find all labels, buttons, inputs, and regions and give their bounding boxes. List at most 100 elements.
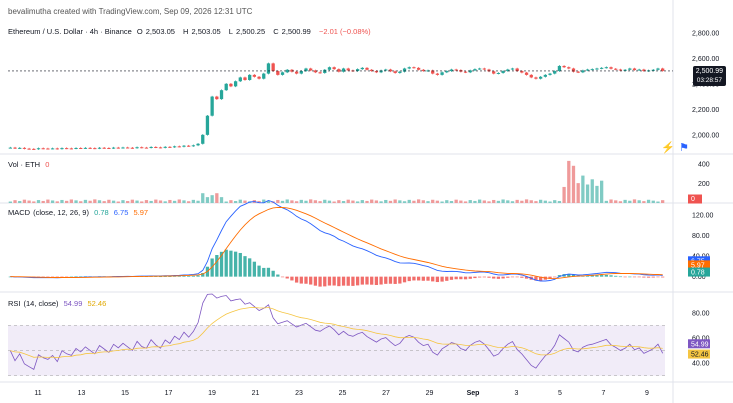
macd-hist-bar	[501, 276, 505, 279]
lightning-icon[interactable]: ⚡	[661, 142, 676, 154]
volume-bar	[130, 199, 135, 203]
macd-hist-bar	[604, 274, 608, 277]
candle-body	[215, 96, 219, 100]
macd-hist-bar	[196, 275, 200, 277]
volume-bar	[304, 200, 308, 203]
volume-bar	[557, 201, 562, 203]
macd-hist-bar	[327, 276, 332, 286]
volume-bar	[154, 199, 158, 203]
volume-bar	[210, 195, 214, 203]
macd-hist-bar	[468, 276, 472, 279]
macd-hist-bar	[585, 275, 590, 277]
volume-value: 0	[45, 160, 50, 169]
candle-body	[412, 67, 416, 69]
macd-hist-bar	[416, 276, 421, 281]
volume-bar	[219, 197, 224, 203]
candle-body	[238, 77, 242, 82]
x-tick-label: 11	[34, 390, 41, 397]
candle-body	[8, 147, 12, 149]
volume-bar	[510, 201, 515, 203]
volume-bar	[459, 200, 463, 203]
candle-body	[468, 70, 472, 73]
macd-hist-bar	[271, 270, 275, 277]
candle-body	[121, 147, 125, 149]
volume-bar	[323, 199, 327, 203]
volume-bar	[140, 201, 144, 203]
candle-body	[600, 67, 604, 69]
macd-hist-bar	[388, 276, 393, 284]
rsi-ma-value-tag	[688, 349, 710, 359]
macd-hist-bar	[252, 261, 257, 277]
x-tick-label: 5	[558, 390, 562, 397]
macd-hist-bar	[487, 276, 491, 278]
candle-body	[576, 71, 580, 73]
volume-legend: Vol · ETH 0	[8, 160, 52, 169]
macd-hist-bar	[351, 276, 355, 286]
volume-bar	[74, 200, 78, 203]
macd-hist-bar	[651, 276, 655, 278]
macd-hist-bar	[163, 276, 167, 277]
candle-body	[299, 71, 303, 74]
close-label: C	[273, 27, 279, 36]
symbol-label: Ethereum / U.S. Dollar · 4h · Binance	[8, 27, 132, 36]
volume-bar	[144, 200, 149, 203]
volume-bar	[327, 200, 332, 203]
candle-body	[515, 68, 519, 72]
volume-title: Vol · ETH	[8, 160, 41, 169]
candle-body	[388, 69, 393, 72]
macd-hist-bar	[553, 276, 557, 278]
candle-body	[656, 68, 660, 70]
candle-body	[191, 145, 196, 147]
candle-body	[219, 90, 224, 100]
volume-bar	[360, 200, 364, 203]
macd-hist-bar	[318, 276, 322, 287]
macd-hist-bar	[79, 276, 83, 278]
macd-hist-bar	[257, 265, 261, 277]
volume-bar	[463, 201, 468, 203]
volume-bar	[201, 193, 205, 203]
macd-hist-bar	[492, 276, 496, 279]
rsi-title: RSI	[8, 299, 21, 308]
chart-credit: bevalimutha created with TradingView.com…	[8, 7, 253, 16]
candle-body	[651, 69, 655, 71]
candle-body	[135, 147, 139, 149]
volume-bar	[637, 200, 641, 203]
volume-bar	[18, 201, 22, 203]
candle-body	[32, 148, 36, 150]
macd-hist-bar	[449, 276, 454, 280]
candle-body	[224, 83, 228, 91]
candle-body	[201, 134, 205, 144]
x-tick-label: 17	[165, 390, 173, 397]
macd-hist-bar	[290, 276, 294, 281]
macd-hist-bar	[201, 272, 205, 277]
volume-bar	[276, 199, 280, 203]
volume-axis-tick: 200	[698, 181, 710, 188]
rsi-value-tag	[688, 339, 710, 349]
candle-body	[571, 68, 576, 72]
rsi-value: 54.99	[63, 299, 83, 308]
macd-hist-bar	[496, 276, 501, 279]
candle-body	[74, 148, 78, 150]
macd-hist-bar	[266, 267, 271, 277]
volume-bar	[534, 201, 538, 203]
candle-body	[144, 147, 149, 149]
candle-body	[473, 69, 477, 71]
macd-hist-bar	[60, 276, 64, 278]
macd-hist-bar	[412, 276, 416, 281]
candle-body	[210, 96, 214, 116]
volume-bar	[149, 200, 153, 203]
macd-hist-bar	[262, 267, 266, 277]
candle-body	[407, 67, 411, 69]
volume-bar	[60, 199, 64, 203]
flag-icon[interactable]: ⚑	[679, 142, 689, 154]
macd-hist-bar	[379, 276, 383, 285]
macd-hist-bar	[609, 275, 613, 277]
macd-axis-tick: 0.00	[692, 274, 706, 281]
rsi-axis-tick: 40.00	[692, 361, 710, 368]
volume-bar	[431, 199, 435, 203]
candle-body	[88, 147, 92, 149]
volume-tag	[688, 194, 702, 204]
volume-bar	[187, 201, 191, 203]
macd-hist-bar	[642, 276, 646, 278]
